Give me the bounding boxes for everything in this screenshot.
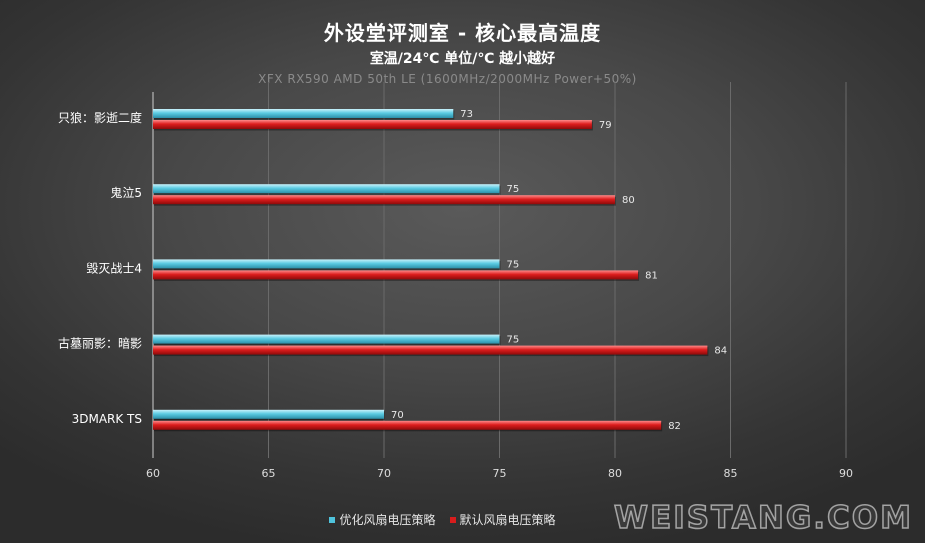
category-label: 鬼泣5 (110, 185, 142, 200)
x-tick-label: 90 (839, 467, 853, 480)
chart-subtitle: 室温/24℃ 单位/℃ 越小越好 (369, 51, 556, 67)
data-label: 80 (622, 195, 635, 206)
x-tick-label: 65 (262, 467, 276, 480)
x-tick-label: 70 (377, 467, 391, 480)
bar (153, 184, 500, 194)
bar (153, 409, 384, 419)
legend-label-default: 默认风扇电压策略 (459, 513, 556, 527)
x-tick-label: 85 (724, 467, 738, 480)
chart-note: XFX RX590 AMD 50th LE (1600MHz/2000MHz P… (258, 72, 637, 86)
bar (153, 259, 500, 269)
bar (153, 420, 662, 430)
data-label: 73 (460, 109, 473, 120)
x-tick-label: 75 (493, 467, 507, 480)
legend-item-default: 默认风扇电压策略 (449, 511, 556, 528)
data-label: 84 (714, 346, 727, 357)
category-label: 古墓丽影：暗影 (58, 336, 142, 351)
legend-swatch-default (449, 516, 456, 523)
legend-item-optimized: 优化风扇电压策略 (329, 511, 436, 528)
bar (153, 345, 708, 355)
x-tick-label: 80 (608, 467, 622, 480)
legend-label-optimized: 优化风扇电压策略 (339, 513, 436, 527)
data-label: 75 (507, 184, 520, 195)
category-label: 毁灭战士4 (86, 260, 142, 275)
x-tick-label: 60 (146, 467, 160, 480)
watermark-logo: WEISTANG.COM (613, 499, 913, 537)
data-label: 79 (599, 120, 612, 131)
data-label: 81 (645, 270, 658, 281)
legend: 优化风扇电压策略 默认风扇电压策略 (0, 511, 925, 528)
data-label: 75 (507, 259, 520, 270)
data-label: 75 (507, 335, 520, 346)
bar (153, 334, 500, 344)
category-label: 3DMARK TS (72, 412, 142, 426)
bar (153, 109, 454, 118)
legend-swatch-optimized (329, 516, 336, 523)
bar (153, 270, 639, 280)
chart-title: 外设堂评测室 - 核心最高温度 (323, 21, 602, 45)
bar (153, 195, 615, 205)
bar (153, 120, 592, 129)
data-label: 70 (391, 410, 404, 421)
data-label: 82 (668, 421, 681, 432)
category-label: 只狼：影逝二度 (58, 110, 142, 125)
